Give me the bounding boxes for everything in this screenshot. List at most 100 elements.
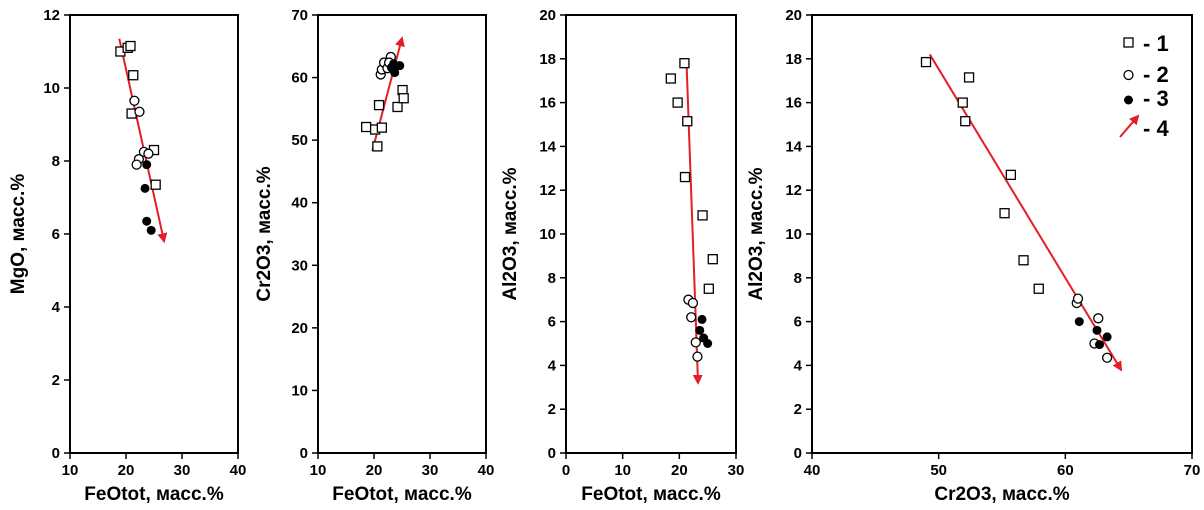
x-tick-label: 20 [671,462,688,479]
y-tick-label: 16 [539,95,556,112]
y-tick-label: 8 [52,153,60,170]
x-tick-label: 30 [728,462,745,479]
y-tick-label: 50 [291,132,308,149]
point-square [682,116,693,127]
x-tick-label: 60 [1057,462,1074,479]
x-tick-label: 30 [174,462,191,479]
y-tick-label: 12 [539,182,556,199]
point-square [373,99,385,111]
y-tick-label: 0 [52,445,60,462]
point-circle-open [129,95,140,106]
y-tick-label: 6 [52,226,60,243]
point-circle-filled [142,160,152,170]
x-tick-label: 40 [478,462,495,479]
y-tick-label: 6 [548,314,556,331]
y-tick-label: 4 [794,357,803,374]
point-square [707,254,718,265]
panel-1-frame [69,14,239,454]
legend-label-4: - 4 [1143,116,1169,141]
point-square [697,210,708,221]
y-tick-label: 20 [291,320,308,337]
point-square [392,101,403,113]
trend-arrow [685,67,703,385]
y-tick-label: 10 [539,226,556,243]
panel-2-xlabel: FeOtot, масс.% [332,484,472,505]
point-square [125,40,136,52]
legend-label-1: - 1 [1143,31,1169,56]
point-circle-open [686,312,697,323]
y-tick-label: 8 [548,270,556,287]
point-circle-filled [386,63,396,73]
x-tick-label: 10 [614,462,631,479]
point-circle-open [692,351,703,362]
y-tick-label: 10 [785,226,802,243]
y-tick-label: 70 [291,7,308,24]
panel-3-xlabel: FeOtot, масс.% [581,484,721,505]
point-square [376,122,387,133]
panel-4-ylabel: Al2O3, масс.% [746,167,767,300]
panel-4-marks [920,53,1123,372]
x-tick-label: 0 [562,462,570,479]
x-tick-label: 50 [930,462,947,479]
y-tick-label: 8 [794,270,802,287]
point-square [361,121,372,133]
legend-filled-circle-symbol [1124,95,1133,105]
y-tick-label: 2 [548,401,556,418]
y-tick-label: 10 [43,80,60,97]
point-circle-filled [1092,325,1102,335]
point-circle-open [131,159,142,170]
point-circle-filled [1095,340,1105,350]
x-tick-label: 40 [230,462,247,479]
point-circle-filled [140,183,150,193]
y-tick-label: 0 [794,445,802,462]
point-square [398,93,409,104]
y-tick-label: 20 [539,7,556,24]
point-square [703,283,714,294]
y-tick-label: 60 [291,70,308,87]
point-square [672,97,683,108]
panel-1-ticks: 10 20 30 40 0 2 4 6 8 10 12 [43,7,246,479]
point-square [150,179,161,190]
point-square [999,208,1010,219]
panel-3-marks [665,58,718,385]
point-square [665,73,676,84]
y-tick-label: 20 [785,7,802,24]
panel-4-ticks: 40 50 60 70 0 2 4 6 8 10 12 14 16 18 20 [785,7,1200,479]
x-tick-label: 20 [118,462,135,479]
y-tick-label: 14 [785,138,802,155]
legend-arrow-symbol [1119,114,1140,138]
panel-3-ylabel: Al2O3, масс.% [500,167,521,300]
point-square [372,141,383,152]
y-tick-label: 6 [794,314,802,331]
y-tick-label: 30 [291,257,308,274]
y-tick-label: 18 [539,51,556,68]
point-square [1005,169,1017,181]
point-circle-open [134,106,145,117]
point-circle-filled [146,225,156,235]
legend: - 1 - 2 - 3 - 4 [1119,31,1169,141]
panel-4-frame [811,14,1193,454]
panel-2-marks [361,36,409,152]
point-circle-filled [697,314,707,324]
panel-1: 10 20 30 40 0 2 4 6 8 10 12 FeOtot, масс.% MgO, ма… [8,7,246,505]
panel-1-marks [115,38,168,244]
point-circle-open [1072,293,1084,304]
panel-2-ylabel: Cr2O3, масс.% [254,166,275,301]
y-tick-label: 4 [52,299,61,316]
point-circle-open [1101,352,1113,363]
x-tick-label: 10 [62,462,79,479]
point-circle-filled [695,325,705,335]
y-tick-label: 16 [785,95,802,112]
x-tick-label: 10 [310,462,327,479]
point-circle-filled [1074,317,1084,327]
legend-label-2: - 2 [1143,62,1169,87]
point-circle-filled [1102,332,1112,342]
y-tick-label: 40 [291,195,308,212]
x-tick-label: 40 [804,462,821,479]
y-tick-label: 12 [785,182,802,199]
